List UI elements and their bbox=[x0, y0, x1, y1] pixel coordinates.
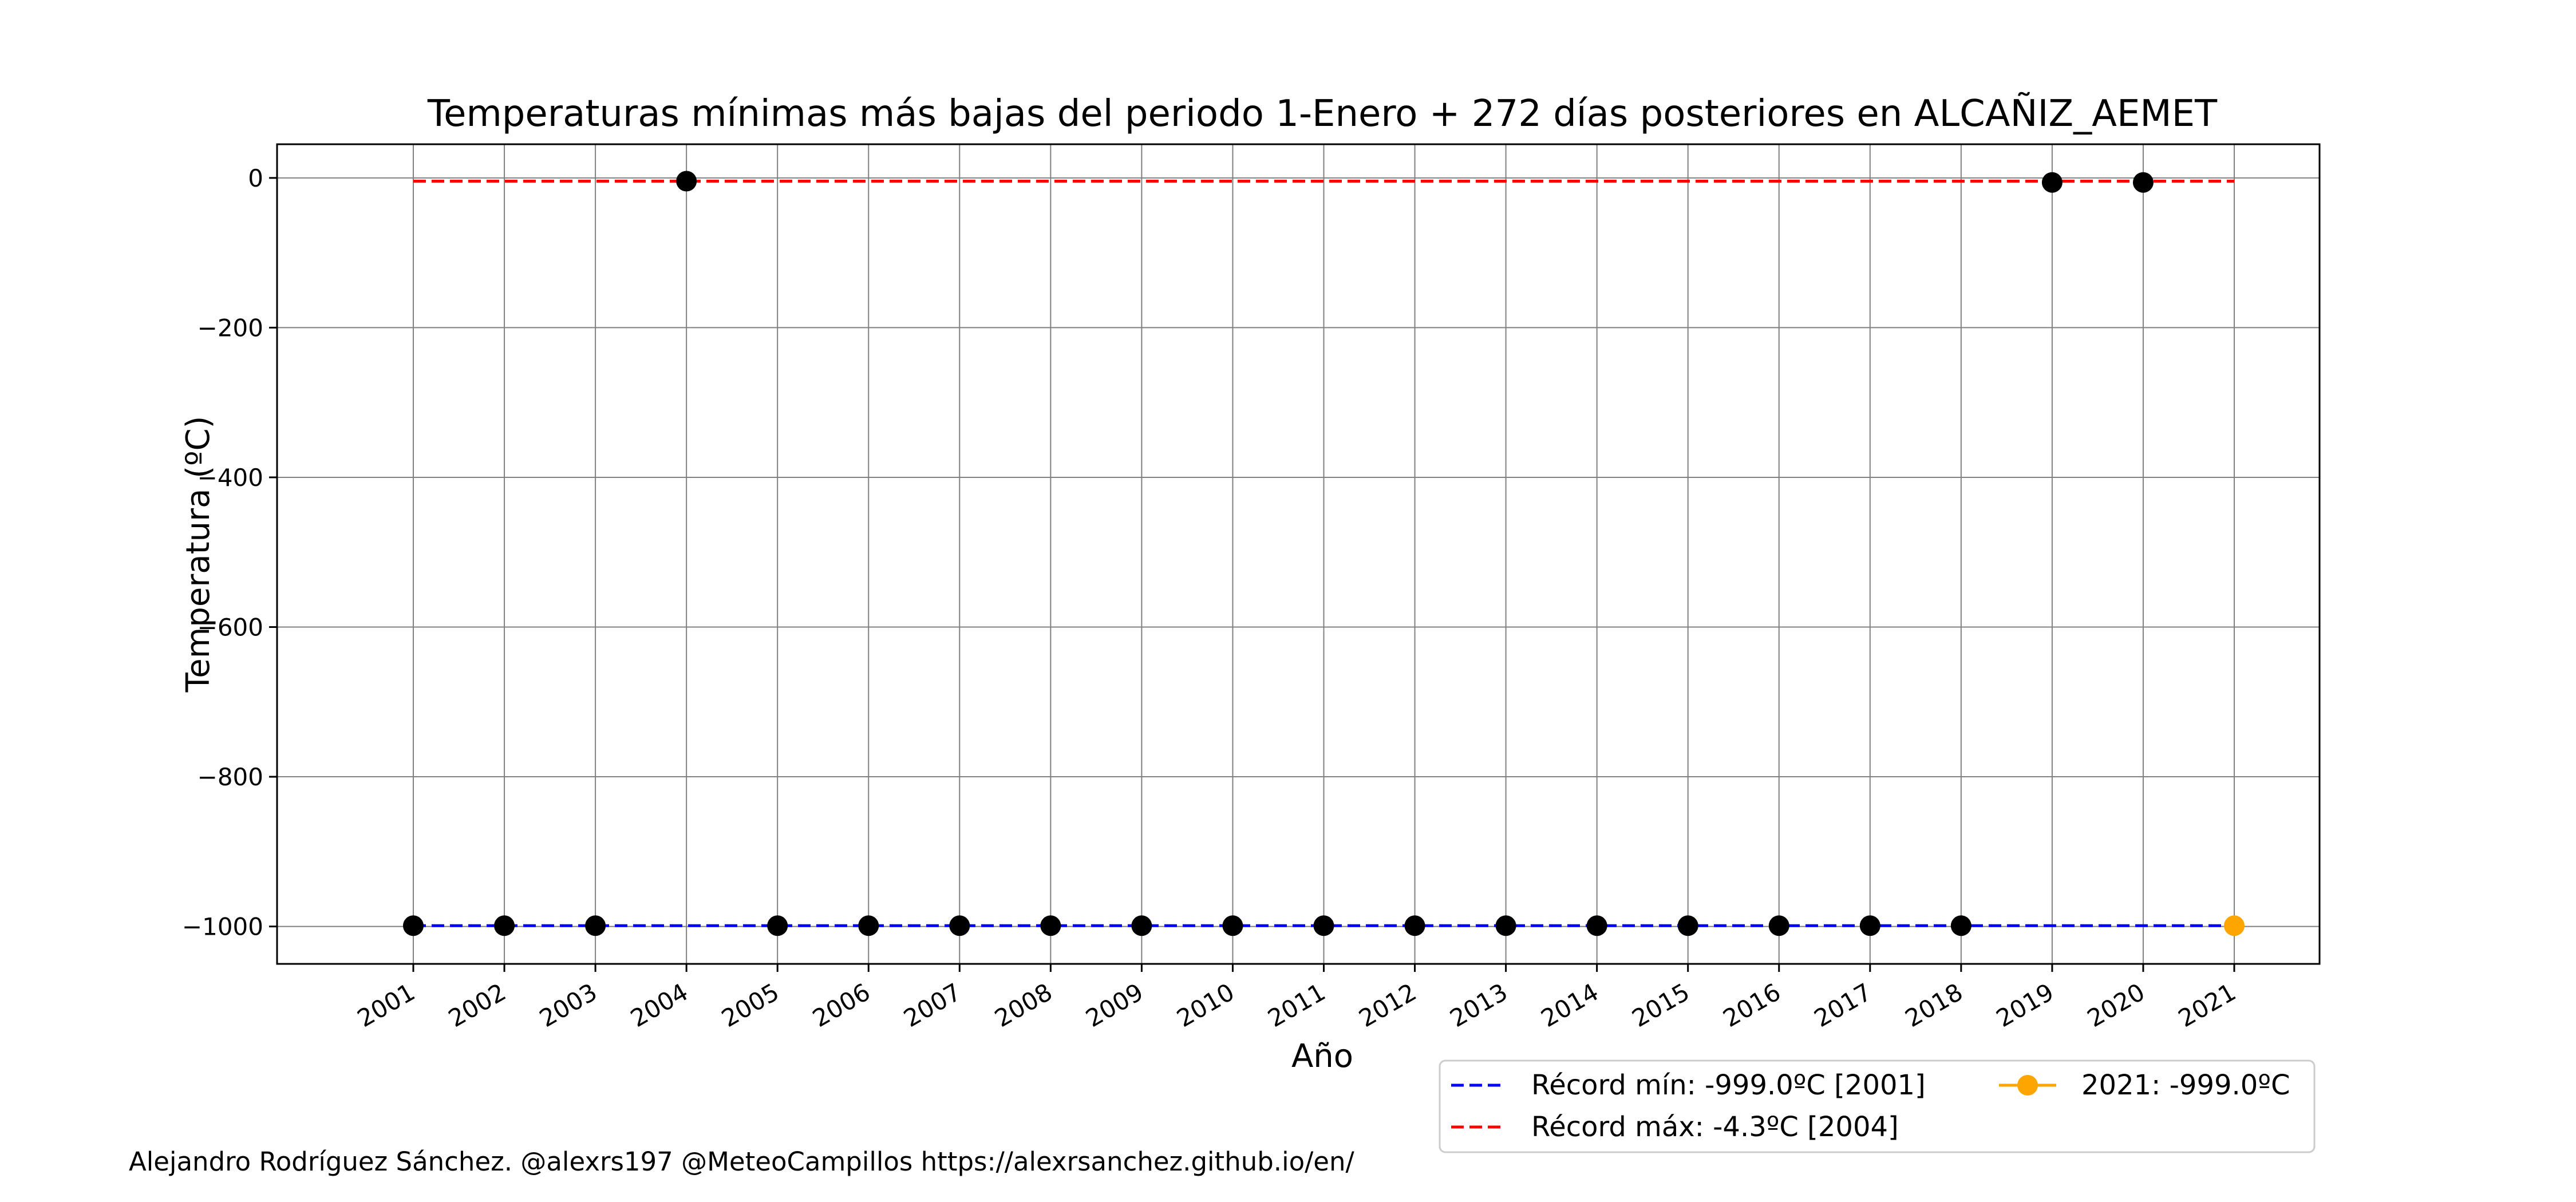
y-tick-label: −400 bbox=[197, 464, 263, 492]
data-point bbox=[1404, 915, 1425, 936]
y-tick-label: −800 bbox=[197, 763, 263, 791]
legend-marker-current-year bbox=[2017, 1075, 2038, 1096]
legend-label-record-min: Récord mín: -999.0ºC [2001] bbox=[1531, 1069, 1926, 1101]
plot-lines bbox=[413, 179, 2234, 927]
legend: Récord mín: -999.0ºC [2001] Récord máx: … bbox=[1439, 1059, 2316, 1153]
data-point bbox=[1131, 915, 1152, 936]
data-point bbox=[767, 915, 788, 936]
data-point bbox=[1495, 915, 1516, 936]
data-point bbox=[585, 915, 606, 936]
legend-box bbox=[1439, 1059, 2316, 1153]
chart-title: Temperaturas mínimas más bajas del perio… bbox=[427, 92, 2218, 135]
data-point bbox=[949, 915, 970, 936]
data-point bbox=[1040, 915, 1061, 936]
data-point bbox=[676, 171, 697, 192]
data-point bbox=[1859, 915, 1880, 936]
data-point bbox=[1222, 915, 1243, 936]
data-point bbox=[1950, 915, 1971, 936]
data-point bbox=[2041, 172, 2063, 193]
data-point bbox=[858, 915, 879, 936]
data-point bbox=[494, 915, 515, 936]
data-point bbox=[403, 915, 424, 936]
current-year-point bbox=[2224, 915, 2245, 936]
data-point bbox=[1768, 915, 1789, 936]
data-point bbox=[1677, 915, 1698, 936]
data-point bbox=[1586, 915, 1607, 936]
y-tick-label: −200 bbox=[197, 314, 263, 342]
y-tick-label: 0 bbox=[248, 164, 263, 192]
y-tick-label: −1000 bbox=[182, 913, 263, 941]
legend-label-record-max: Récord máx: -4.3ºC [2004] bbox=[1531, 1111, 1899, 1143]
x-axis-label: Año bbox=[1291, 1038, 1353, 1075]
data-point bbox=[2132, 172, 2154, 193]
credit-text: Alejandro Rodríguez Sánchez. @alexrs197 … bbox=[129, 1146, 1355, 1177]
plot-frame bbox=[276, 143, 2321, 965]
plot-points bbox=[403, 171, 2245, 936]
legend-label-current-year: 2021: -999.0ºC bbox=[2081, 1069, 2290, 1101]
y-tick-label: −600 bbox=[197, 614, 263, 642]
y-axis-label: Temperatura (ºC) bbox=[180, 416, 217, 693]
data-point bbox=[1313, 915, 1334, 936]
y-ticks: 0 −200 −400 −600 −800 −1000 bbox=[182, 164, 277, 941]
grid bbox=[277, 144, 2320, 964]
